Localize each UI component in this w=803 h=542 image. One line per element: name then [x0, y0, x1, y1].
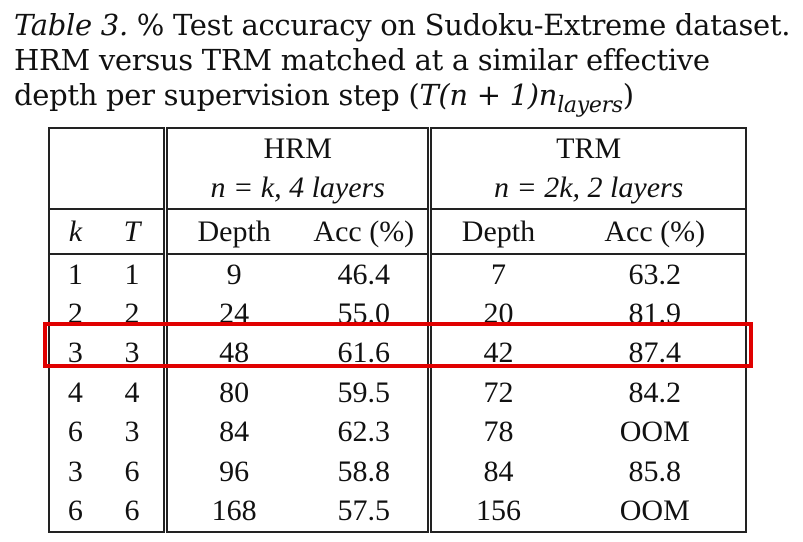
cell-k: 3: [67, 454, 83, 488]
cell-trm-depth: 7: [490, 257, 506, 291]
group-header-hrm: HRM: [165, 128, 433, 168]
col-header-trm-acc: Acc (%): [564, 208, 746, 255]
group-header-row: HRM TRM: [49, 128, 746, 168]
cell-k: 1: [67, 257, 83, 291]
empty-header-cell: [49, 128, 169, 168]
cell-trm-depth: 84: [483, 454, 514, 488]
cell-trm-acc: 63.2: [628, 257, 682, 291]
cell-t: 3: [100, 333, 169, 374]
config-hrm: n = k, 4 layers: [165, 168, 433, 209]
cell-t: 3: [100, 412, 169, 452]
col-header-hrm-acc: Acc (%): [300, 208, 433, 255]
cell-trm-acc: 81.9: [628, 297, 682, 331]
caption-math-subscript: layers: [557, 92, 623, 118]
cell-hrm-acc: 46.4: [300, 254, 433, 295]
cell-trm-acc: 84.2: [628, 375, 682, 409]
cell-trm-depth: 78: [483, 415, 514, 449]
cell-trm-depth: 156: [475, 494, 521, 528]
cell-trm-acc: 87.4: [628, 336, 682, 370]
col-header-t: T: [100, 208, 169, 255]
table-row: 6 3 84 62.3 78 OOM: [49, 412, 746, 452]
table-row-highlighted: 3 3 48 61.6 42 87.4: [49, 333, 746, 374]
cell-trm-depth: 42: [483, 336, 514, 370]
table-row: 4 4 80 59.5 72 84.2: [49, 373, 746, 413]
cell-trm-acc: OOM: [619, 494, 690, 528]
cell-hrm-acc: 59.5: [300, 373, 433, 413]
col-header-k: k: [49, 208, 101, 255]
cell-trm-acc: 85.8: [628, 454, 682, 488]
cell-hrm-acc: 62.3: [300, 412, 433, 452]
caption-close: ): [622, 78, 634, 112]
table-row: 3 6 96 58.8 84 85.8: [49, 451, 746, 492]
cell-hrm-depth: 96: [219, 454, 250, 488]
table-row: 2 2 24 55.0 20 81.9: [49, 294, 746, 334]
table-row: 1 1 9 46.4 7 63.2: [49, 254, 746, 295]
cell-t: 2: [100, 294, 169, 334]
table-row: 6 6 168 57.5 156 OOM: [49, 491, 746, 532]
cell-hrm-depth: 84: [219, 415, 250, 449]
table-caption: Table 3. % Test accuracy on Sudoku-Extre…: [14, 8, 794, 123]
config-trm: n = 2k, 2 layers: [493, 171, 684, 204]
config-header-row: n = k, 4 layers n = 2k, 2 layers: [49, 168, 746, 209]
cell-k: 3: [67, 336, 83, 370]
cell-k: 6: [67, 415, 83, 449]
caption-math: T(n + 1)n: [419, 78, 558, 112]
caption-label: Table 3.: [14, 8, 128, 42]
cell-k: 2: [67, 297, 83, 331]
group-header-trm: TRM: [556, 131, 622, 165]
cell-hrm-depth: 24: [219, 297, 250, 331]
cell-hrm-depth: 9: [226, 257, 242, 291]
cell-trm-depth: 72: [483, 375, 514, 409]
cell-t: 6: [100, 491, 169, 532]
results-table: HRM TRM n = k, 4 layers n = 2k, 2 layers…: [48, 127, 747, 533]
cell-t: 6: [100, 451, 169, 492]
cell-trm-depth: 20: [483, 297, 514, 331]
cell-hrm-acc: 57.5: [300, 491, 433, 532]
cell-t: 1: [100, 254, 169, 295]
cell-hrm-acc: 61.6: [300, 333, 433, 374]
cell-hrm-acc: 58.8: [300, 451, 433, 492]
cell-hrm-acc: 55.0: [300, 294, 433, 334]
cell-hrm-depth: 168: [211, 494, 257, 528]
cell-t: 4: [100, 373, 169, 413]
cell-trm-acc: OOM: [619, 415, 690, 449]
caption-text: % Test accuracy on Sudoku-Extreme datase…: [14, 8, 791, 112]
col-header-trm-depth: Depth: [429, 208, 565, 255]
cell-k: 4: [67, 375, 83, 409]
cell-hrm-depth: 80: [219, 375, 250, 409]
col-header-hrm-depth: Depth: [165, 208, 301, 255]
cell-k: 6: [67, 494, 83, 528]
cell-hrm-depth: 48: [219, 336, 250, 370]
column-header-row: k T Depth Acc (%) Depth Acc (%): [49, 208, 746, 255]
empty-header-cell: [49, 168, 169, 209]
